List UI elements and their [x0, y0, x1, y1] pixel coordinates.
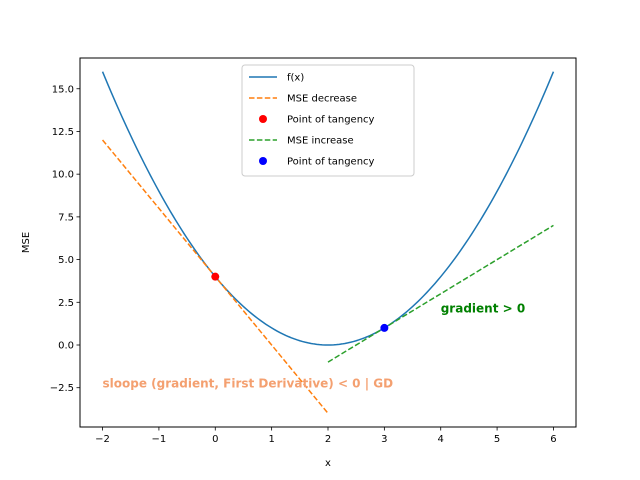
series-line-3	[327, 224, 554, 363]
x-tick-label: 6	[550, 434, 556, 445]
y-axis-label: MSE	[21, 232, 32, 253]
x-tick-label: 0	[212, 434, 218, 445]
x-axis-label: x	[325, 458, 331, 469]
legend-entry: Point of tangency	[287, 157, 375, 168]
y-tick-label: 15.0	[52, 84, 74, 95]
y-tick-label: 2.5	[58, 298, 74, 309]
annotations: sloope (gradient, First Derivative) < 0 …	[103, 301, 526, 390]
y-tick-label: 10.0	[52, 170, 74, 181]
plot-area	[101, 71, 555, 414]
x-tick-label: −2	[95, 434, 110, 445]
legend-entry: MSE increase	[287, 136, 354, 147]
x-tick-label: 4	[438, 434, 444, 445]
tangency-point-4	[380, 323, 389, 332]
legend-swatch-marker	[259, 115, 267, 123]
y-tick-label: −2.5	[50, 383, 74, 394]
annotation-0: sloope (gradient, First Derivative) < 0 …	[103, 377, 394, 391]
x-tick-label: −1	[152, 434, 167, 445]
legend-swatch-marker	[259, 157, 267, 165]
legend-entry: Point of tangency	[287, 115, 375, 126]
x-tick-label: 1	[268, 434, 274, 445]
annotation-1: gradient > 0	[441, 301, 526, 315]
x-tick-label: 5	[494, 434, 500, 445]
legend-entry: f(x)	[287, 73, 304, 84]
y-tick-label: 0.0	[58, 341, 74, 352]
legend-box	[241, 64, 415, 177]
x-tick-label: 2	[325, 434, 331, 445]
legend: f(x) MSE decrease Point of tangency MSE inc…	[241, 64, 415, 177]
y-tick-label: 7.5	[58, 212, 74, 223]
y-tick-label: 12.5	[52, 127, 74, 138]
tangency-point-2	[211, 272, 220, 281]
legend-entry: MSE decrease	[287, 94, 357, 105]
y-tick-label: 5.0	[58, 255, 74, 266]
x-tick-label: 3	[381, 434, 387, 445]
axis-ticks: −2 −1 0 1 2 3 4 5 6 −2.5 0.0 2.5 5.0 7.5 10.0 12.5 15.0	[50, 84, 557, 445]
series-line-0	[101, 71, 555, 346]
